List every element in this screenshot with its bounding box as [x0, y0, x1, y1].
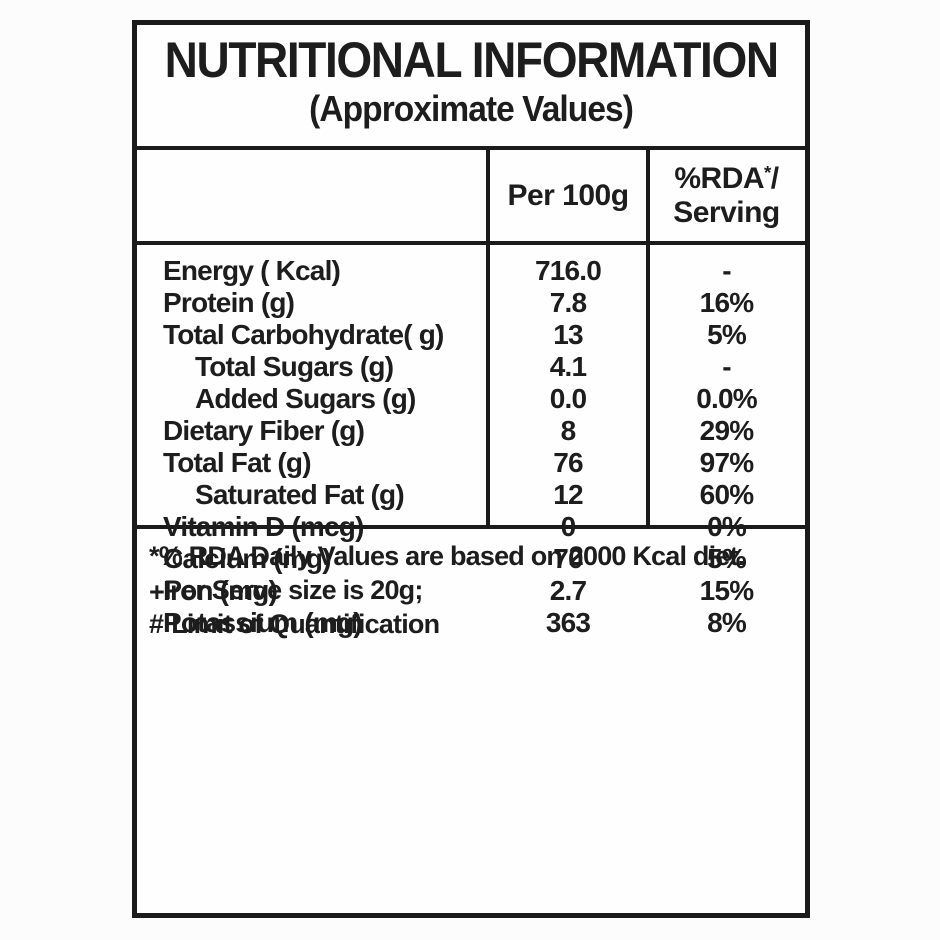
nutrient-rda: 16% — [699, 287, 754, 318]
nutrient-rda: 0.0% — [696, 383, 757, 414]
nutrient-name: Total Carbohydrate( g) — [163, 319, 444, 350]
nutrient-per100g: 8 — [560, 415, 577, 446]
footnote-quantification-text: Limit of Quantification — [171, 608, 440, 639]
label-subtitle: (Approximate Values) — [137, 86, 805, 132]
plus-symbol: + — [149, 576, 165, 607]
footnote-serve-size-text: Per Serve size is 20g; — [163, 574, 423, 605]
nutrient-name: Potassium (mg) — [163, 607, 363, 638]
nutrient-per100g: 12 — [553, 479, 583, 510]
row-potassium: Potassium (mg) 363 8% — [137, 607, 805, 639]
nutrient-name: Saturated Fat (g) — [195, 479, 405, 510]
nutrient-name: Added Sugars (g) — [195, 383, 416, 414]
table-header-row: Per 100g %RDA*/ Serving — [137, 150, 805, 245]
row-saturated-fat: Saturated Fat (g) 12 60% — [137, 479, 805, 511]
nutrient-per100g: 4.1 — [549, 351, 587, 382]
row-added-sugars: Added Sugars (g) 0.0 0.0% — [137, 383, 805, 415]
nutrient-name: Energy ( Kcal) — [163, 255, 341, 286]
row-energy: Energy ( Kcal) 716.0 - — [137, 255, 805, 287]
nutrient-per100g: 76 — [553, 447, 583, 478]
label-title-text: NUTRITIONAL INFORMATION — [164, 32, 778, 88]
row-total-sugars: Total Sugars (g) 4.1 - — [137, 351, 805, 383]
nutrient-rda: 8% — [707, 607, 747, 638]
header-rda-serving: %RDA*/ Serving — [648, 162, 805, 230]
row-protein: Protein (g) 7.8 16% — [137, 287, 805, 319]
nutrient-rda: 0% — [707, 511, 747, 542]
column-divider-2 — [646, 150, 650, 525]
nutrient-name: Calcium (mg) — [163, 543, 332, 574]
row-total-carbohydrate: Total Carbohydrate( g) 13 5% — [137, 319, 805, 351]
nutrient-name: Dietary Fiber (g) — [163, 415, 365, 446]
row-calcium: Calcium (mg) 70 5% — [137, 543, 805, 575]
nutrient-name: Total Fat (g) — [163, 447, 312, 478]
nutrient-per100g: 13 — [553, 319, 583, 350]
nutrient-rda: - — [722, 351, 731, 382]
label-title: NUTRITIONAL INFORMATION — [137, 34, 805, 86]
rda-asterisk: * — [764, 161, 771, 183]
nutrient-rda: 60% — [699, 479, 754, 510]
hash-symbol: # — [149, 608, 164, 639]
nutrient-rda: 15% — [699, 575, 754, 606]
nutrient-name: Iron (mg) — [163, 575, 278, 606]
nutrient-per100g: 0.0 — [549, 383, 587, 414]
row-dietary-fiber: Dietary Fiber (g) 8 29% — [137, 415, 805, 447]
row-vitamin-d: Vitamin D (mcg) 0 0% — [137, 511, 805, 543]
nutrition-label: NUTRITIONAL INFORMATION (Approximate Val… — [132, 20, 810, 918]
label-title-block: NUTRITIONAL INFORMATION (Approximate Val… — [137, 25, 805, 150]
header-rda-line2: Serving — [673, 195, 780, 229]
nutrient-per100g: 7.8 — [549, 287, 587, 318]
nutrient-rda: 29% — [699, 415, 754, 446]
footnote-serve-size: +Per Serve size is 20g; — [149, 573, 795, 607]
header-rda-line1: %RDA*/ — [674, 161, 779, 195]
nutrient-rda: 5% — [707, 543, 747, 574]
nutrition-table: Per 100g %RDA*/ Serving Energy ( Kcal) 7… — [137, 150, 805, 638]
label-footnotes: *% RDA Daily Values are based on 2000 Kc… — [137, 524, 805, 914]
footnote-quantification: # Limit of Quantification — [149, 607, 795, 641]
nutrient-name: Total Sugars (g) — [195, 351, 394, 382]
nutrient-per100g: 0 — [560, 511, 577, 542]
nutrient-rda: - — [722, 255, 731, 286]
nutrient-rows: Energy ( Kcal) 716.0 - Protein (g) 7.8 1… — [137, 245, 805, 638]
nutrient-name: Protein (g) — [163, 287, 295, 318]
asterisk-symbol: * — [149, 540, 159, 571]
nutrient-name: Vitamin D (mcg) — [163, 511, 364, 542]
nutrient-per100g: 716.0 — [534, 255, 602, 286]
nutrient-per100g: 2.7 — [549, 575, 587, 606]
row-total-fat: Total Fat (g) 76 97% — [137, 447, 805, 479]
nutrient-per100g: 363 — [545, 607, 591, 638]
header-per-100g: Per 100g — [507, 178, 629, 212]
nutrient-rda: 97% — [699, 447, 754, 478]
column-divider-1 — [486, 150, 490, 525]
nutrient-per100g: 70 — [553, 543, 583, 574]
label-subtitle-text: (Approximate Values) — [309, 88, 634, 129]
nutrient-rda: 5% — [707, 319, 747, 350]
footnote-rda: *% RDA Daily Values are based on 2000 Kc… — [149, 539, 795, 573]
row-iron: Iron (mg) 2.7 15% — [137, 575, 805, 607]
footnote-rda-text: % RDA Daily Values are based on 2000 Kca… — [158, 540, 745, 571]
